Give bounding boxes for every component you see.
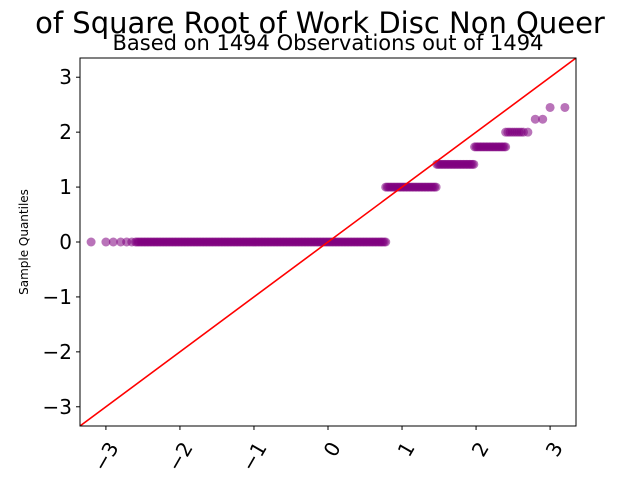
x-tick-label: −1 [236,438,272,476]
chart-subtitle: Based on 1494 Observations out of 1494 [112,31,543,55]
data-point [501,142,511,152]
x-tick-label: −3 [88,438,124,476]
x-tick-label: 3 [541,438,568,461]
x-axis: −3 −2 −1 0 1 2 3 [88,426,568,475]
y-tick-label: −3 [43,395,72,419]
y-axis: −3 −2 −1 0 1 2 3 [43,65,80,419]
data-point [431,182,441,192]
chart-title: of Square Root of Work Disc Non Queer [35,6,605,40]
data-point [101,237,111,247]
x-tick-label: 2 [467,438,494,461]
reference-line [80,58,576,426]
data-point [469,159,479,169]
data-point [381,237,391,247]
data-point [523,127,533,137]
y-tick-label: 2 [59,120,72,144]
y-tick-label: −2 [43,340,72,364]
data-point [545,102,555,112]
plot-marks [80,58,576,426]
plot-area [79,57,577,427]
data-point [560,102,570,112]
x-tick-label: 0 [319,438,346,461]
y-tick-label: 1 [59,175,72,199]
y-tick-label: 3 [59,65,72,89]
x-tick-label: 1 [393,438,420,461]
y-tick-label: 0 [59,230,72,254]
x-tick-label: −2 [162,438,198,476]
y-tick-label: −1 [43,285,72,309]
y-axis-label: Sample Quantiles [17,189,31,295]
data-point [86,237,96,247]
data-point [538,114,548,124]
data-point [127,237,137,247]
data-point [530,114,540,124]
data-point [108,237,118,247]
